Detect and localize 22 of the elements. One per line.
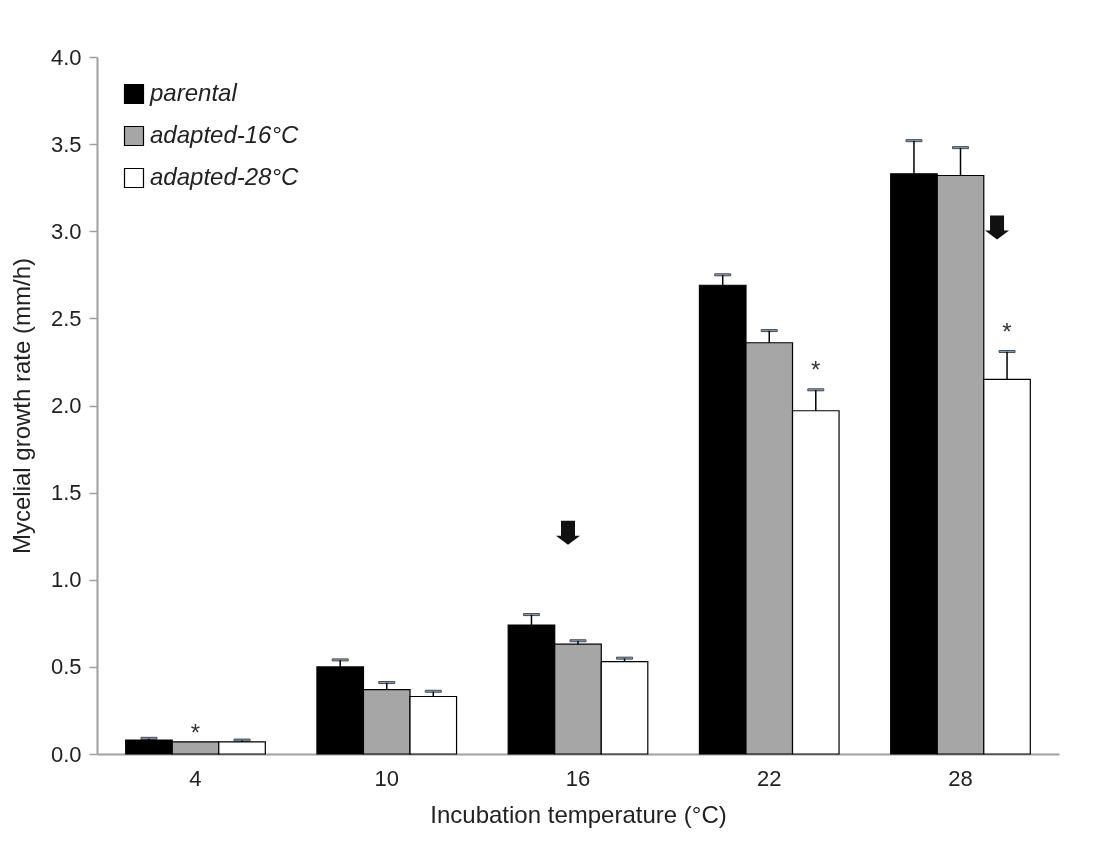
x-axis-title: Incubation temperature (°C) <box>430 800 727 828</box>
y-tick-label: 1.5 <box>50 480 82 506</box>
y-axis-title: Mycelial growth rate (mm/h) <box>7 257 35 555</box>
annotation: * <box>1002 318 1012 346</box>
legend-label: parental <box>149 79 238 106</box>
y-tick-label: 2.5 <box>50 305 82 331</box>
x-tick-label: 22 <box>757 765 782 791</box>
y-tick-label: 2.0 <box>50 393 82 418</box>
x-tick-label: 16 <box>565 765 591 791</box>
y-tick-label: 0.0 <box>50 741 82 767</box>
y-tick-label: 0.5 <box>50 654 82 680</box>
y-tick-label: 3.5 <box>50 131 82 157</box>
legend-label: adapted-28°C <box>150 163 300 190</box>
annotation: * <box>190 718 201 746</box>
y-tick-label: 4.0 <box>50 44 82 70</box>
x-tick-label: 4 <box>189 765 202 791</box>
y-tick-label: 1.0 <box>50 567 82 593</box>
x-tick-label: 10 <box>374 765 399 791</box>
annotation: * <box>811 355 821 383</box>
x-tick-label: 28 <box>948 765 973 791</box>
legend-label: adapted-16°C <box>150 121 300 148</box>
y-tick-label: 3.0 <box>50 218 82 244</box>
